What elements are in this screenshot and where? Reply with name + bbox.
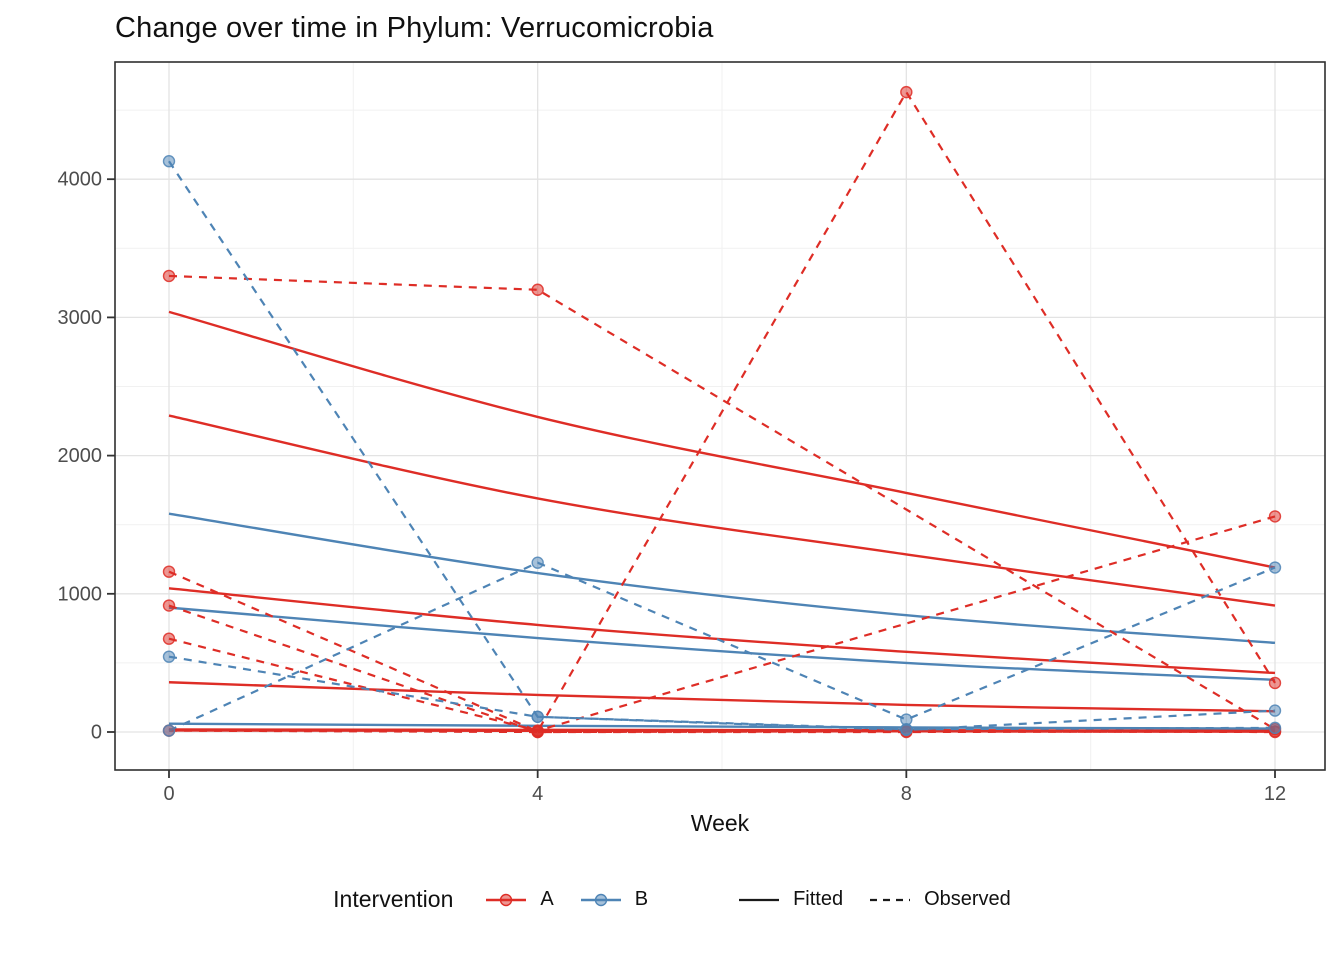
data-point-a: [1268, 510, 1282, 523]
data-point-a: [162, 565, 176, 578]
legend-label-a: A: [540, 888, 554, 910]
y-tick-label: 0: [91, 722, 102, 744]
legend-label-b: B: [634, 888, 649, 910]
legend-item-a: A: [485, 888, 554, 911]
panel-border: [114, 61, 1326, 771]
y-tick-label: 1000: [58, 583, 103, 605]
data-point-b: [900, 713, 913, 726]
data-point-a: [900, 85, 913, 99]
observed-line-a: [168, 89, 1276, 733]
fitted-line-a: [168, 414, 1276, 607]
plot-panel: 0 1000 2000 3000 4000 0 4 8 12: [58, 61, 1326, 805]
y-tick-label: 3000: [58, 307, 103, 329]
data-point-b: [900, 723, 913, 737]
data-point-b: [162, 724, 176, 737]
legend-item-fitted: Fitted: [738, 888, 843, 911]
data-point-b: [1268, 704, 1282, 717]
y-tick-label: 2000: [58, 445, 103, 467]
legend-key-b-icon: [580, 893, 621, 906]
observed-line-a: [168, 729, 1276, 734]
data-point-a: [531, 283, 544, 296]
data-point-a: [162, 632, 176, 645]
x-tick-label: 8: [901, 783, 912, 805]
legend-title: Intervention: [333, 886, 454, 912]
fitted-line-a: [168, 681, 1276, 713]
legend: Intervention A B Fitted: [0, 886, 1344, 913]
observed-line-b: [168, 160, 1276, 731]
data-point-b: [1268, 561, 1282, 574]
data-point-b: [531, 710, 544, 723]
x-tick-label: 0: [163, 783, 174, 805]
legend-key-a-icon: [486, 893, 527, 906]
data-point-b: [162, 155, 176, 168]
observed-line-b: [168, 655, 1276, 732]
fitted-line-a: [168, 310, 1276, 569]
fitted-line-b: [168, 722, 1276, 730]
legend-key-fitted-icon: [739, 898, 780, 901]
x-tick-label: 12: [1264, 783, 1286, 805]
legend-item-observed: Observed: [869, 888, 1011, 911]
observed-line-a: [168, 604, 1276, 734]
legend-key-observed-icon: [870, 898, 911, 901]
fitted-line-b: [168, 606, 1276, 682]
x-axis-title: Week: [690, 810, 750, 836]
legend-label-observed: Observed: [924, 888, 1011, 910]
observed-line-b: [168, 561, 1276, 732]
fitted-line-a: [168, 587, 1276, 675]
data-point-a: [1268, 676, 1282, 690]
data-point-b: [531, 556, 544, 569]
observed-line-a: [168, 274, 1276, 731]
data-point-a: [162, 269, 176, 283]
fitted-line-b: [168, 512, 1276, 645]
chart-title: Change over time in Phylum: Verrucomicro…: [115, 12, 714, 44]
legend-label-fitted: Fitted: [793, 888, 844, 910]
y-tick-label: 4000: [58, 169, 103, 191]
data-point-b: [162, 650, 176, 663]
data-point-a: [162, 599, 176, 612]
legend-item-b: B: [580, 888, 648, 911]
x-tick-label: 4: [532, 783, 543, 805]
data-point-a: [531, 725, 544, 739]
data-point-b: [1268, 721, 1282, 735]
